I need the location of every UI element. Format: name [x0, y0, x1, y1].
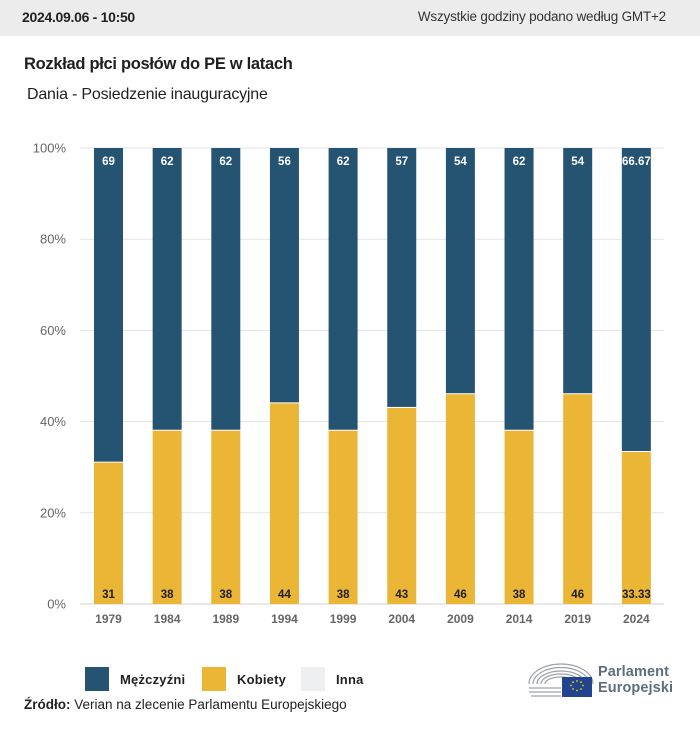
bar-segment-men: [328, 148, 358, 430]
bar-segment-men: [94, 148, 123, 462]
data-label-women: 38: [513, 589, 526, 601]
data-label-men: 54: [571, 156, 584, 168]
chart-title: Rozkład płci posłów do PE w latach: [24, 55, 293, 73]
data-label-men: 62: [161, 156, 174, 168]
data-label-women: 38: [161, 589, 174, 601]
y-tick-label: 20%: [40, 505, 66, 520]
data-label-men: 62: [337, 156, 350, 168]
european-parliament-logo: Parlament Europejski: [527, 660, 687, 700]
bar-segment-men: [152, 148, 182, 430]
bar-segment-women: [211, 430, 241, 604]
data-label-women: 31: [102, 589, 115, 601]
legend-label-other: Inna: [336, 671, 364, 687]
data-label-men: 62: [513, 156, 526, 168]
y-axis-ticks: 0% 20% 40% 60% 80% 100%: [33, 141, 67, 612]
logo-text: Parlament Europejski: [598, 664, 673, 696]
bar-segment-men: [621, 148, 651, 452]
x-axis-ticks: 1979 1984 1989 1994 1999 2004 2009 2014 2019 2024: [95, 612, 650, 626]
legend-swatch-men: [85, 667, 109, 691]
legend-label-women: Kobiety: [237, 671, 287, 687]
data-label-women: 38: [219, 589, 232, 601]
bar-segment-men: [387, 148, 417, 407]
data-label-men: 57: [395, 156, 408, 168]
data-label-women: 44: [278, 589, 291, 601]
legend-label-men: Mężczyźni: [120, 671, 186, 687]
timezone-note: Wszystkie godziny podano według GMT+2: [417, 9, 666, 24]
legend-item-men[interactable]: Mężczyźni: [85, 666, 185, 692]
stacked-bar-chart: 0% 20% 40% 60% 80% 100% 69 31 62 38 62 38 56 44 62 38 5…: [33, 141, 664, 626]
data-label-women: 38: [337, 589, 350, 601]
logo-line-1: Parlament: [598, 664, 670, 680]
bar-segment-women: [94, 462, 123, 604]
hemicycle-flag-icon: [528, 663, 594, 697]
source-label: Źródło:: [24, 697, 71, 712]
bar-segment-men: [563, 148, 593, 394]
data-label-men: 66.67: [622, 156, 651, 168]
source-note: Źródło: Verian na zlecenie Parlamentu Eu…: [24, 697, 347, 712]
bar-segment-women: [152, 430, 182, 604]
bar-segment-women: [269, 403, 299, 604]
data-label-men: 69: [102, 156, 115, 168]
data-label-men: 56: [278, 156, 291, 168]
data-label-women: 46: [571, 589, 584, 601]
bar-segment-women: [563, 394, 593, 604]
legend-swatch-other: [301, 667, 325, 691]
data-label-women: 43: [395, 589, 408, 601]
data-label-women: 46: [454, 589, 467, 601]
legend-item-other[interactable]: Inna: [301, 666, 364, 692]
data-label-men: 62: [219, 156, 232, 168]
bar-segment-women: [621, 452, 651, 604]
x-tick-label: 1979: [95, 612, 122, 626]
x-tick-label: 1999: [330, 612, 357, 626]
y-tick-label: 0%: [47, 597, 66, 612]
bars: [94, 148, 651, 604]
y-tick-label: 100%: [33, 141, 67, 156]
source-text: Verian na zlecenie Parlamentu Europejski…: [74, 697, 347, 712]
bar-segment-men: [211, 148, 241, 430]
data-label-women: 33.33: [622, 589, 651, 601]
bar-segment-women: [387, 407, 417, 604]
bar-segment-men: [504, 148, 534, 430]
datetime: 2024.09.06 - 10:50: [22, 9, 135, 25]
x-tick-label: 2004: [388, 612, 415, 626]
chart-subtitle: Dania - Posiedzenie inauguracyjne: [27, 86, 268, 103]
x-tick-label: 1984: [154, 612, 181, 626]
y-tick-label: 40%: [40, 414, 66, 429]
x-tick-label: 2009: [447, 612, 474, 626]
logo-line-2: Europejski: [598, 680, 674, 696]
x-tick-label: 2024: [623, 612, 650, 626]
data-label-men: 54: [454, 156, 467, 168]
x-tick-label: 1994: [271, 612, 298, 626]
top-bar: 2024.09.06 - 10:50 Wszystkie godziny pod…: [0, 0, 700, 36]
bar-segment-men: [445, 148, 475, 394]
y-tick-label: 60%: [40, 323, 66, 338]
legend-item-women[interactable]: Kobiety: [202, 666, 286, 692]
x-tick-label: 2019: [564, 612, 591, 626]
bar-segment-women: [504, 430, 534, 604]
x-tick-label: 1989: [212, 612, 239, 626]
bar-segment-men: [269, 148, 299, 403]
bar-segment-women: [445, 394, 475, 604]
legend-swatch-women: [202, 667, 226, 691]
y-tick-label: 80%: [40, 232, 66, 247]
data-labels: 69 31 62 38 62 38 56 44 62 38 57 43 54 46 62 38 54 46 66.6…: [102, 156, 651, 601]
x-tick-label: 2014: [506, 612, 533, 626]
bar-segment-women: [328, 430, 358, 604]
